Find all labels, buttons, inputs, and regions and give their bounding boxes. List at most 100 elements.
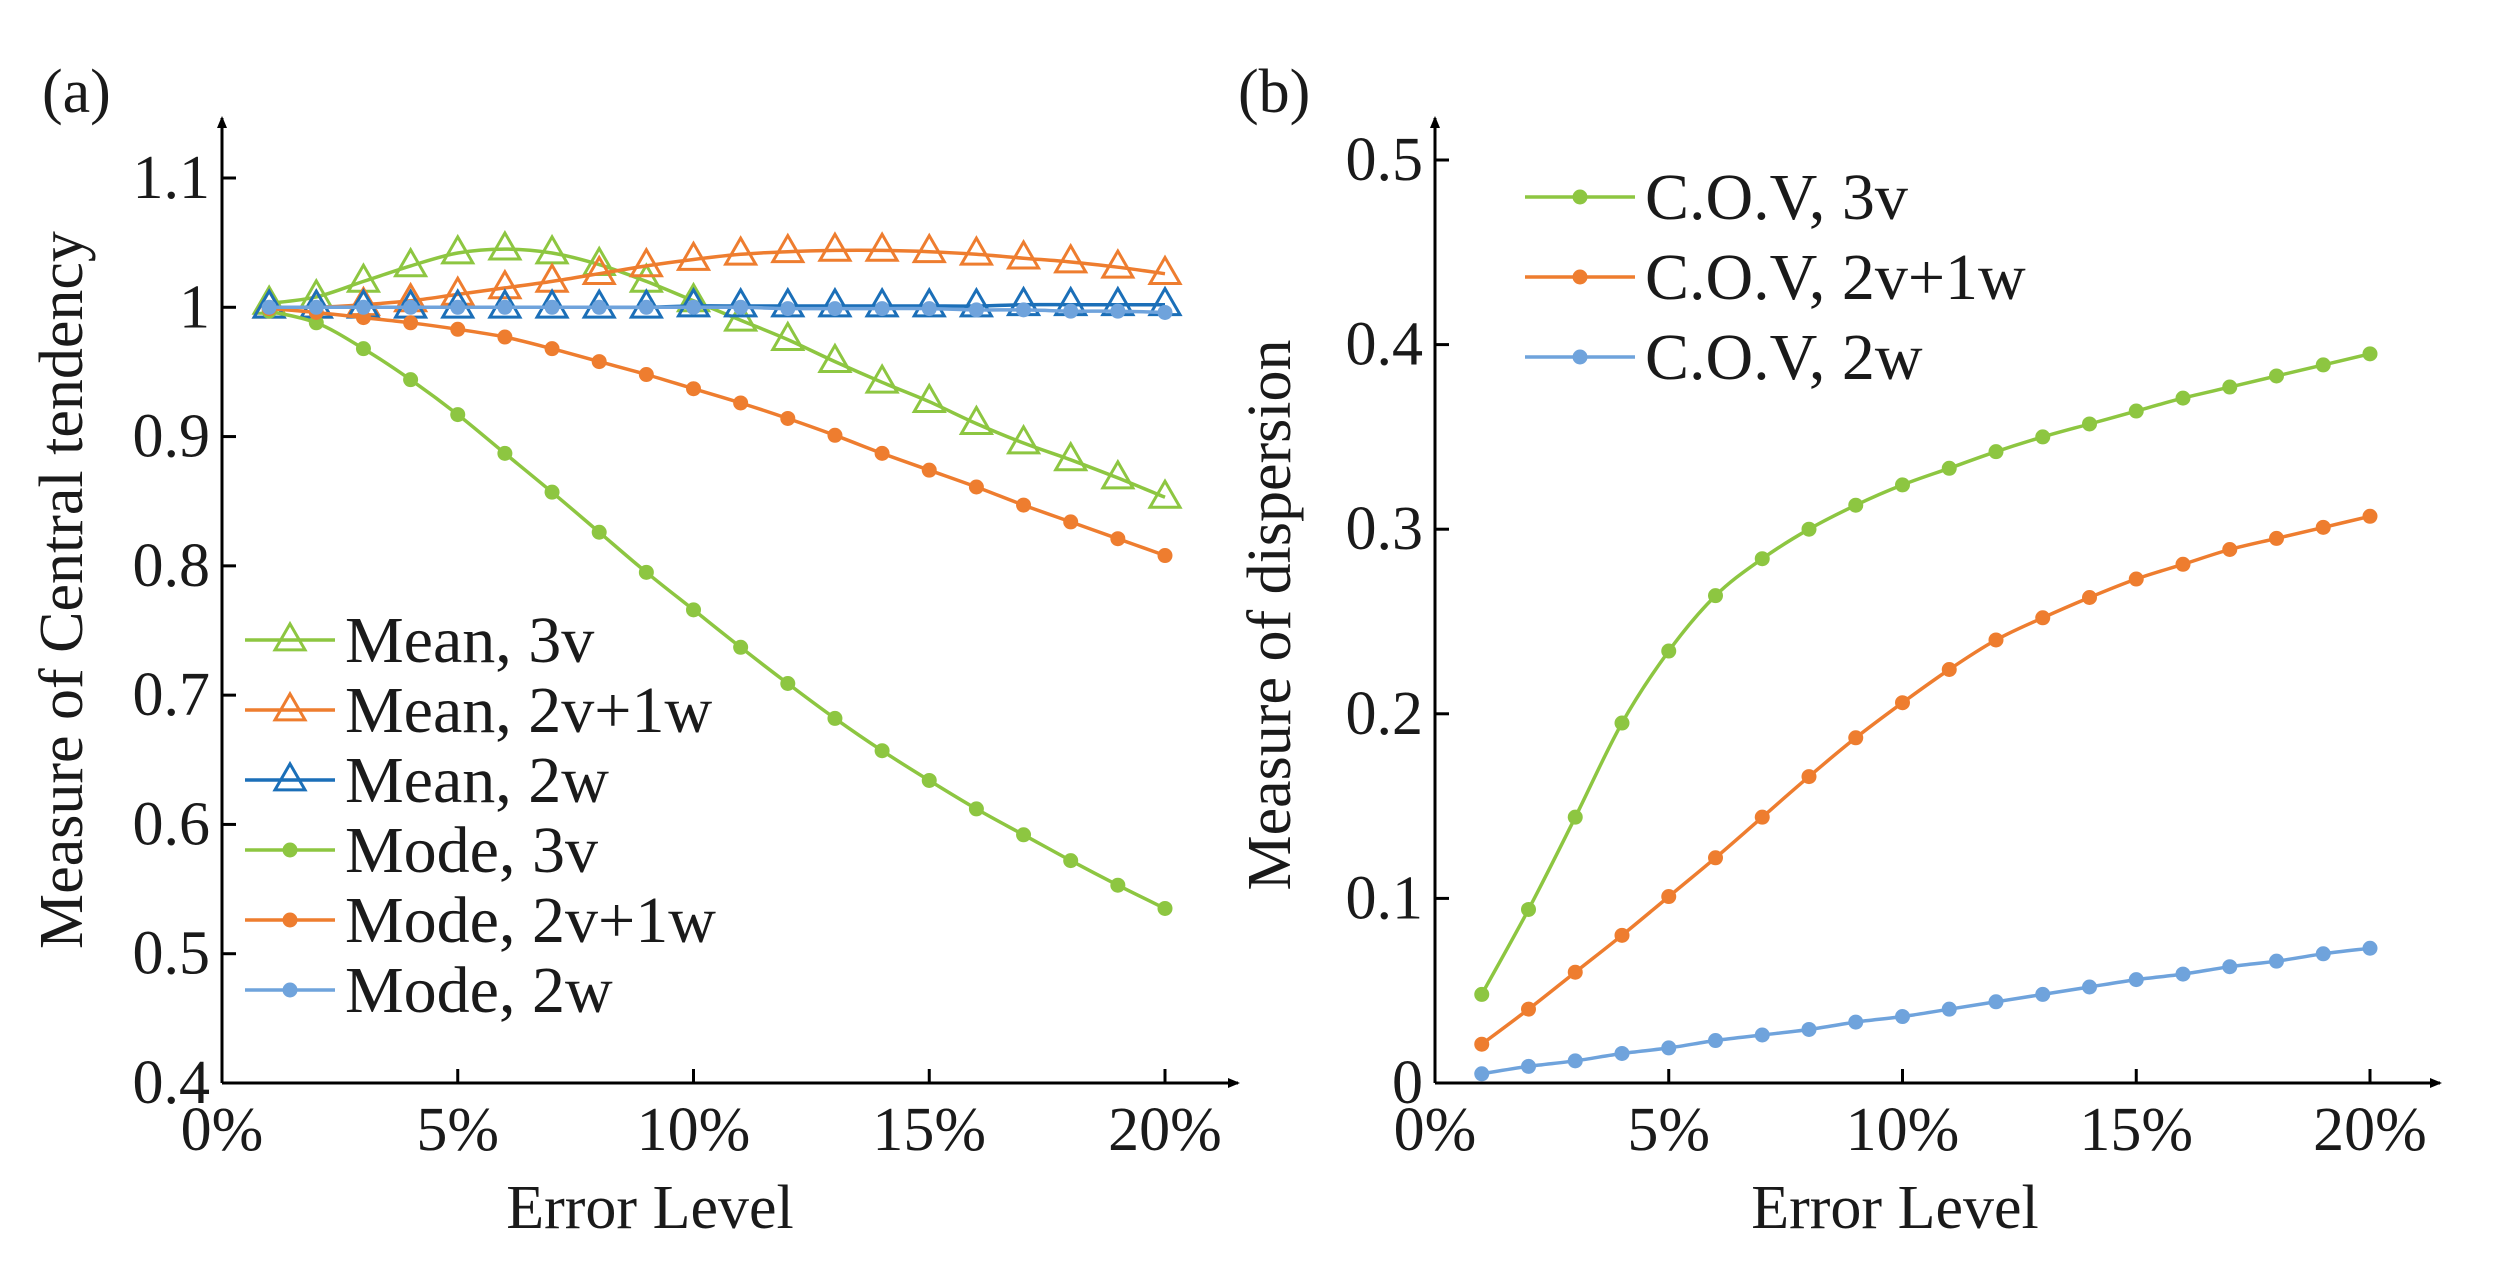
b-point-c-o-v-2v-1w — [1474, 1036, 1490, 1052]
b-x-tick-label: 0% — [1394, 1096, 1477, 1164]
b-series-c-o-v-2v-1w — [1474, 508, 2378, 1052]
a-point-mode-2w — [686, 299, 701, 315]
a-point-mean-2w — [723, 286, 759, 318]
a-y-tick-label: 0.8 — [133, 532, 211, 600]
a-point-mean-2w — [440, 288, 476, 319]
b-series-c-o-v-3v — [1474, 346, 2378, 1002]
b-point-c-o-v-2v-1w — [1801, 769, 1817, 785]
a-legend-marker — [282, 912, 298, 928]
b-point-c-o-v-3v — [1708, 588, 1723, 604]
b-legend-marker — [1572, 349, 1588, 365]
a-legend-item-mode-2w: Mode, 2w — [245, 954, 613, 1027]
a-y-tick-label: 0.6 — [133, 790, 211, 858]
a-point-mean-3v — [770, 320, 806, 351]
b-point-c-o-v-3v — [2035, 429, 2051, 445]
a-point-mode-2w — [827, 301, 843, 317]
a-point-mean-3v — [393, 246, 429, 278]
b-point-c-o-v-2v-1w — [1708, 850, 1723, 866]
panel-b-y-axis-title: Measure of dispersion — [1236, 340, 1304, 891]
a-point-mode-3v — [1157, 900, 1173, 916]
b-point-c-o-v-2w — [1661, 1040, 1677, 1056]
a-point-mean-3v — [864, 363, 900, 394]
a-legend-label: Mode, 2w — [345, 954, 613, 1027]
a-point-mean-2v-1w — [581, 254, 617, 286]
a-legend-item-mean-3v: Mean, 3v — [245, 604, 594, 677]
b-legend-marker — [1572, 269, 1588, 285]
b-point-c-o-v-2w — [1895, 1009, 1910, 1025]
b-point-c-o-v-3v — [2362, 346, 2378, 362]
b-point-c-o-v-3v — [1848, 497, 1864, 513]
b-x-tick-label: 10% — [1846, 1096, 1960, 1164]
a-point-mean-2v-1w — [911, 232, 947, 264]
a-legend-label: Mean, 3v — [345, 604, 594, 677]
a-legend-marker — [272, 760, 308, 792]
a-point-mode-2w — [638, 299, 654, 315]
b-y-tick-label: 0.1 — [1346, 864, 1424, 932]
a-point-mode-2w — [1063, 303, 1079, 319]
b-legend-label: C.O.V, 2v+1w — [1645, 241, 2026, 314]
b-point-c-o-v-2w — [1708, 1033, 1723, 1049]
a-x-tick-label: 0% — [181, 1096, 264, 1164]
b-point-c-o-v-2v-1w — [2269, 530, 2284, 546]
b-point-c-o-v-2w — [1941, 1001, 1957, 1017]
b-point-c-o-v-3v — [1521, 901, 1536, 917]
b-y-tick-label: 0.4 — [1346, 311, 1424, 379]
a-point-mode-2w — [591, 299, 607, 315]
a-point-mean-2w — [675, 286, 712, 318]
a-series-mode-2v-1w — [261, 301, 1173, 564]
panel-b-x-axis-title: Error Level — [1751, 1174, 2038, 1242]
b-point-c-o-v-2w — [2082, 979, 2097, 995]
a-y-tick-label: 1 — [179, 273, 210, 341]
a-point-mode-3v — [780, 676, 796, 692]
a-point-mean-2w — [628, 288, 664, 319]
a-point-mean-2v-1w — [1100, 248, 1136, 279]
a-point-mode-2w — [308, 299, 324, 315]
a-y-tick-label: 0.5 — [133, 920, 211, 988]
panel-b-label: (b) — [1238, 58, 1310, 126]
b-point-c-o-v-2v-1w — [1661, 889, 1677, 905]
a-point-mode-3v — [308, 315, 324, 331]
a-point-mode-2v-1w — [497, 329, 513, 345]
b-point-c-o-v-2w — [2035, 986, 2051, 1002]
b-point-c-o-v-3v — [1988, 444, 2004, 460]
b-point-c-o-v-2w — [1754, 1027, 1770, 1043]
a-y-tick-label: 0.7 — [133, 661, 211, 729]
a-point-mode-2v-1w — [403, 315, 419, 331]
b-point-c-o-v-2v-1w — [2035, 610, 2051, 626]
b-point-c-o-v-2w — [1567, 1053, 1583, 1069]
a-point-mode-3v — [450, 407, 466, 423]
panel-a-label: (a) — [42, 58, 111, 126]
a-x-tick-label: 15% — [872, 1096, 986, 1164]
b-point-c-o-v-2v-1w — [2222, 542, 2238, 558]
a-point-mode-3v — [968, 801, 984, 817]
a-point-mean-2v-1w — [675, 240, 712, 271]
a-point-mean-3v — [911, 382, 947, 414]
b-x-tick-label: 15% — [2079, 1096, 2193, 1164]
a-point-mean-2w — [534, 288, 570, 319]
b-point-c-o-v-3v — [2128, 403, 2144, 419]
a-point-mean-3v — [1100, 458, 1136, 490]
a-line-mode-2v-1w — [268, 306, 1166, 558]
b-point-c-o-v-2v-1w — [2128, 571, 2144, 587]
a-point-mode-2v-1w — [686, 381, 701, 397]
a-point-mode-2v-1w — [827, 427, 843, 443]
a-point-mode-3v — [591, 524, 607, 540]
b-point-c-o-v-3v — [2315, 357, 2331, 373]
b-point-c-o-v-2v-1w — [2315, 519, 2331, 535]
a-point-mode-2v-1w — [921, 462, 937, 478]
a-point-mode-2w — [874, 301, 890, 317]
a-point-mode-2w — [1016, 302, 1032, 318]
b-point-c-o-v-2v-1w — [1895, 695, 1910, 711]
b-legend-item-c-o-v-2v-1w: C.O.V, 2v+1w — [1525, 241, 2026, 314]
a-point-mode-2v-1w — [968, 479, 984, 495]
b-point-c-o-v-3v — [1801, 521, 1817, 537]
b-point-c-o-v-3v — [1567, 809, 1583, 825]
a-point-mode-2v-1w — [638, 367, 654, 383]
b-x-tick-label: 20% — [2313, 1096, 2427, 1164]
a-legend-marker — [282, 842, 298, 858]
b-y-tick-label: 0.5 — [1346, 126, 1424, 194]
a-point-mode-2w — [261, 299, 277, 315]
a-x-tick-label: 5% — [416, 1096, 499, 1164]
